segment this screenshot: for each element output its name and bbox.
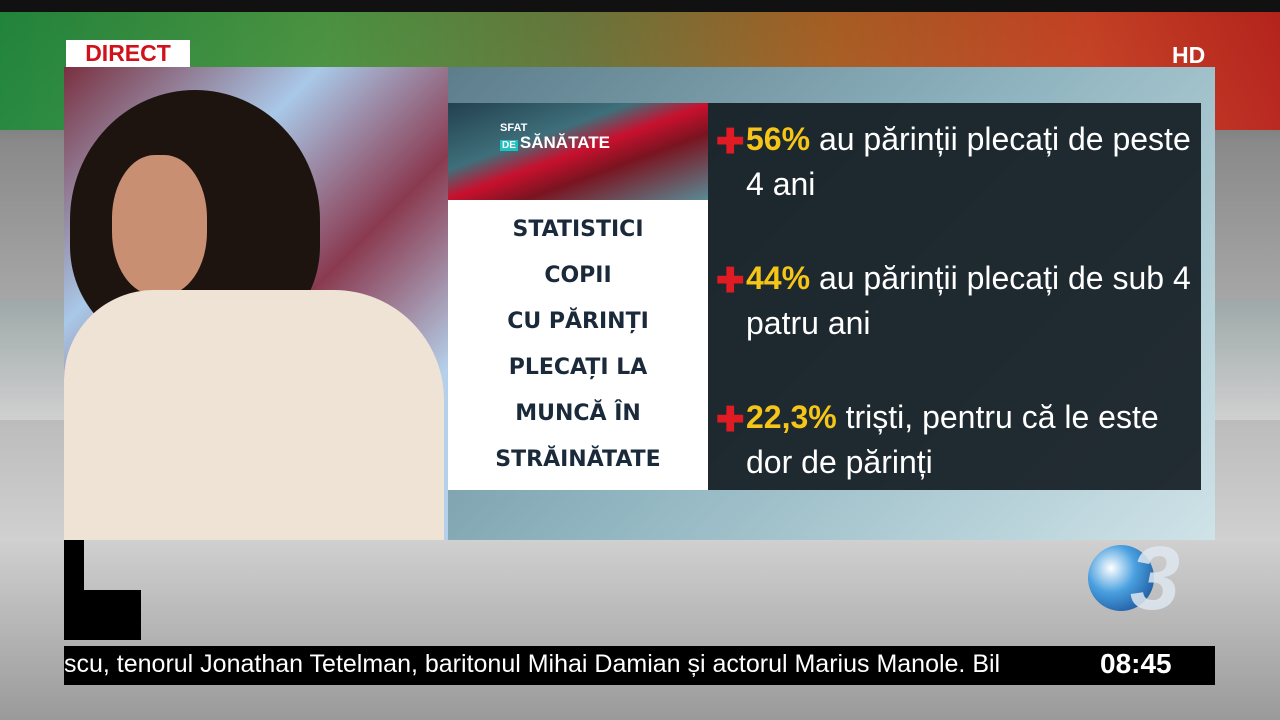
title-line: MUNCĂ ÎN	[515, 401, 641, 426]
presenter-face	[112, 155, 207, 295]
plus-icon: ✚	[716, 262, 745, 300]
stats-title: STATISTICI COPII CU PĂRINȚI PLECAȚI LA M…	[448, 200, 708, 490]
news-ticker: scu, tenorul Jonathan Tetelman, baritonu…	[64, 646, 1215, 685]
ticker-text: scu, tenorul Jonathan Tetelman, baritonu…	[64, 650, 1001, 678]
channel-logo-icon: 3	[1130, 529, 1181, 629]
live-badge: DIRECT	[66, 40, 190, 67]
stat-percent: 22,3%	[746, 399, 837, 435]
stat-text: triști, pentru că le este dor de părinți	[746, 399, 1159, 480]
logo-prefix: DE	[500, 140, 518, 151]
logo-line2: SĂNĂTATE	[519, 133, 610, 152]
title-line: STATISTICI	[512, 217, 644, 242]
stat-item: ✚ 22,3% triști, pentru că le este dor de …	[716, 395, 1191, 485]
title-line: STRĂINĂTATE	[495, 447, 661, 472]
stat-percent: 44%	[746, 260, 811, 296]
stat-percent: 56%	[746, 121, 811, 157]
show-logo: SFAT DE SĂNĂTATE	[448, 103, 708, 200]
plus-icon: ✚	[716, 401, 745, 439]
black-block	[64, 590, 141, 640]
title-line: COPII	[544, 263, 612, 288]
title-line: PLECAȚI LA	[508, 355, 648, 380]
clock: 08:45	[1100, 648, 1172, 679]
channel-globe-icon	[1088, 545, 1154, 611]
stat-item: ✚ 56% au părinții plecați de peste 4 ani	[716, 117, 1191, 207]
stat-item: ✚ 44% au părinții plecați de sub 4 patru …	[716, 256, 1191, 346]
stat-text: au părinții plecați de sub 4 patru ani	[746, 260, 1191, 341]
logo-line1: SFAT	[500, 122, 528, 134]
black-block	[64, 540, 84, 590]
title-line: CU PĂRINȚI	[507, 309, 649, 334]
plus-icon: ✚	[716, 123, 745, 161]
hd-badge: HD	[1172, 42, 1206, 68]
presenter-body	[64, 290, 444, 540]
stat-text: au părinții plecați de peste 4 ani	[746, 121, 1191, 202]
top-bar	[0, 0, 1280, 12]
stats-list: ✚ 56% au părinții plecați de peste 4 ani …	[708, 103, 1201, 490]
